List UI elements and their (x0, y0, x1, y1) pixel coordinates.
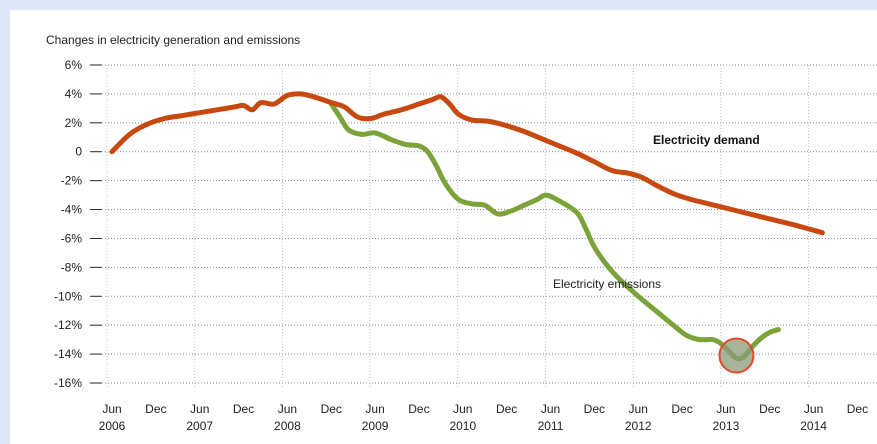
x-tick-label: Jun (804, 402, 823, 416)
minimum-highlight-circle (718, 337, 755, 374)
x-tick-label: Dec (408, 402, 429, 416)
x-tick-label: Dec (671, 402, 692, 416)
y-tick-label: 4% (65, 87, 83, 101)
x-year-label: 2008 (274, 419, 301, 433)
x-tick-label: Jun (278, 402, 297, 416)
demand-series-label: Electricity demand (653, 133, 760, 147)
y-tick-label: 6% (65, 58, 83, 72)
x-tick-label: Jun (453, 402, 472, 416)
x-tick-label: Jun (541, 402, 560, 416)
chart-title: Changes in electricity generation and em… (46, 33, 300, 47)
axis-layer: 6% 4% 2% 0 -2% -4% -6% -8% -10% -12% -14% -16% Jun 20… (54, 58, 868, 433)
x-year-label: 2011 (538, 419, 564, 433)
x-tick-label: Dec (145, 402, 166, 416)
x-tick-label: Jun (365, 402, 384, 416)
y-tick-label: -10% (54, 289, 82, 303)
x-tick-label: Dec (321, 402, 342, 416)
line-chart: Changes in electricity generation and em… (46, 33, 877, 433)
x-tick-label: Jun (102, 402, 121, 416)
y-tick-label: 2% (65, 116, 83, 130)
x-tick-label: Jun (190, 402, 209, 416)
chart-frame: Changes in electricity generation and em… (10, 10, 877, 444)
x-year-label: 2013 (713, 419, 740, 433)
x-year-label: 2009 (362, 419, 389, 433)
x-year-label: 2010 (449, 419, 476, 433)
y-tick-label: -6% (61, 231, 83, 245)
y-tick-label: -16% (54, 376, 82, 390)
y-tick-label: -14% (54, 347, 82, 361)
emissions-series-label: Electricity emissions (553, 277, 661, 291)
x-tick-label: Dec (847, 402, 868, 416)
x-tick-label: Jun (716, 402, 735, 416)
x-tick-label: Dec (233, 402, 254, 416)
annotation-layer: Electricity demand Electricity emissions (553, 133, 760, 374)
x-year-label: 2014 (800, 419, 827, 433)
x-year-label: 2007 (186, 419, 213, 433)
demand-line (109, 91, 825, 236)
y-tick-label: -4% (61, 203, 83, 217)
x-tick-label: Jun (629, 402, 648, 416)
x-year-label: 2012 (625, 419, 652, 433)
y-tick-label: -2% (61, 174, 83, 188)
y-tick-label: -12% (54, 318, 82, 332)
y-tick-label: -8% (61, 260, 83, 274)
x-year-label: 2006 (99, 419, 126, 433)
x-tick-label: Dec (496, 402, 517, 416)
x-tick-label: Dec (759, 402, 780, 416)
x-tick-label: Dec (584, 402, 605, 416)
y-tick-label: 0 (75, 145, 82, 159)
